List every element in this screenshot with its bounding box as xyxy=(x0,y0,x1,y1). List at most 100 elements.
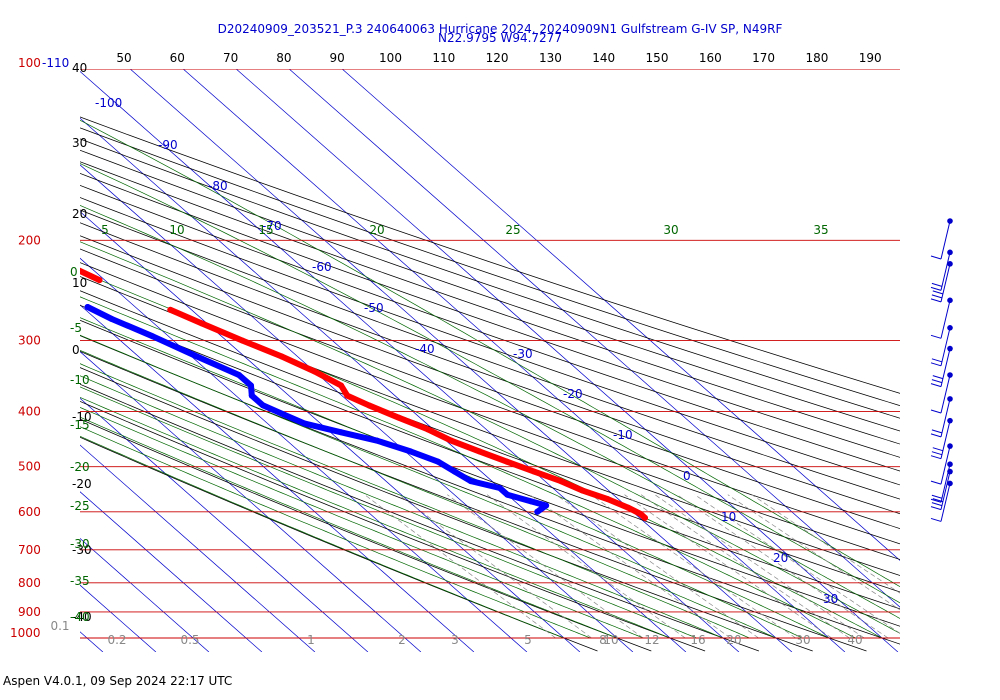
wind-barb-staff xyxy=(940,471,951,510)
mixing-ratio-line xyxy=(486,494,686,639)
wind-barb xyxy=(930,480,953,522)
dry-adiabat-line xyxy=(80,197,900,486)
dry-adiabat-line xyxy=(80,173,900,458)
moist-adiabat-line xyxy=(80,435,565,639)
moist-adiabat-line xyxy=(80,416,618,639)
dry-adiabat-top-label: 50 xyxy=(116,51,131,65)
temperature-profile-point xyxy=(604,496,611,503)
temperature-profile-point xyxy=(239,337,246,344)
mixing-ratio-label: 30 xyxy=(795,633,810,647)
moist-adiabat-line xyxy=(80,119,900,588)
isotherm-line xyxy=(80,444,316,652)
wind-barb-flag xyxy=(931,429,943,434)
pressure-label: 600 xyxy=(18,505,41,519)
temperature-profile-point xyxy=(338,382,345,389)
dry-adiabat-left-label: -20 xyxy=(72,477,92,491)
dry-adiabat-top-label: 100 xyxy=(379,51,402,65)
pressure-label: 100 xyxy=(18,56,41,70)
moist-adiabat-top-label: 15 xyxy=(258,223,273,237)
temperature-profile-point xyxy=(637,510,644,517)
mixing-ratio-label: 20 xyxy=(726,633,741,647)
wind-barb-flag xyxy=(932,290,943,295)
isotherm-label: -100 xyxy=(95,96,122,110)
dewpoint-profile xyxy=(84,304,550,515)
wind-barb-flag xyxy=(931,294,943,299)
moist-adiabat-top-label: 35 xyxy=(813,223,828,237)
isotherm-label: -40 xyxy=(415,342,435,356)
dewpoint-profile-point xyxy=(467,478,474,485)
dry-adiabat-left-label: 30 xyxy=(72,136,87,150)
temperature-profile-point xyxy=(365,402,372,409)
moist-adiabat-left-label: -15 xyxy=(70,418,90,432)
wind-barb-flag xyxy=(931,451,943,456)
wind-barb-flag xyxy=(932,375,943,380)
isotherm-label: -30 xyxy=(513,347,533,361)
moist-adiabat-line xyxy=(80,334,803,639)
wind-barb-flag xyxy=(930,383,942,388)
moist-adiabat-left-label: -20 xyxy=(70,460,90,474)
wind-barb-staff xyxy=(940,445,951,485)
temperature-profile-point xyxy=(45,255,51,261)
isotherm-line xyxy=(80,351,422,652)
dewpoint-profile-point xyxy=(543,502,550,509)
wind-barb-flag xyxy=(930,334,942,339)
wind-barb xyxy=(930,345,953,388)
software-version-footer: Aspen V4.0.1, 09 Sep 2024 22:17 UTC xyxy=(3,674,233,688)
pressure-label: 200 xyxy=(18,233,41,247)
wind-barb-staff xyxy=(940,263,951,302)
dry-adiabat-top-label: 130 xyxy=(539,51,562,65)
wind-barb-staff xyxy=(940,483,951,522)
mixing-ratio-label: 0.1 xyxy=(50,619,69,633)
temperature-profile-point xyxy=(476,448,483,455)
dry-adiabat-line xyxy=(80,350,867,652)
isotherm-line xyxy=(80,71,740,652)
wind-barb xyxy=(930,325,953,367)
dewpoint-profile-point xyxy=(338,429,345,436)
dry-adiabat-line xyxy=(80,149,900,432)
dry-adiabat-top-label: 150 xyxy=(646,51,669,65)
wind-barb-flag xyxy=(930,455,942,460)
isotherm-line xyxy=(80,584,157,652)
dry-adiabat-line xyxy=(80,138,900,419)
mixing-ratio-label: 3 xyxy=(451,633,459,647)
pressure-label: 700 xyxy=(18,543,41,557)
temperature-profile-point xyxy=(557,478,564,485)
mixing-ratio-line xyxy=(555,494,759,639)
dry-adiabat-left-label: 20 xyxy=(72,207,87,221)
dry-adiabat-top-label: 170 xyxy=(752,51,775,65)
temperature-profile-point xyxy=(504,458,511,465)
isotherm-line xyxy=(288,69,900,608)
isotherm-line xyxy=(80,491,263,652)
dewpoint-profile-point xyxy=(435,458,442,465)
dry-adiabat-top-label: 90 xyxy=(330,51,345,65)
wind-barb-station xyxy=(947,249,953,256)
dry-adiabat-line xyxy=(80,248,900,545)
isotherm-line xyxy=(80,537,210,652)
dry-adiabat-line xyxy=(80,185,900,472)
dewpoint-profile-point xyxy=(149,333,156,340)
pressure-label: 300 xyxy=(18,333,41,347)
wind-barb-station xyxy=(947,218,953,224)
moist-adiabat-left-label: -35 xyxy=(70,574,90,588)
wind-barb-flag xyxy=(930,480,942,485)
sounding-profiles xyxy=(45,255,648,521)
wind-barb-flag xyxy=(931,494,943,499)
wind-barb-flag xyxy=(930,362,942,367)
wind-barb-station xyxy=(947,396,953,402)
mixing-ratio-line xyxy=(447,494,644,639)
dry-adiabat-line xyxy=(80,290,900,593)
dry-adiabat-line xyxy=(80,418,652,652)
moist-adiabat-left-label: -40 xyxy=(70,610,90,624)
moist-adiabat-line xyxy=(80,241,900,634)
dewpoint-profile-point xyxy=(259,402,266,409)
wind-barb-flag xyxy=(931,379,943,384)
temperature-profile-point xyxy=(344,392,351,399)
wind-barb-staff xyxy=(940,374,951,414)
mixing-ratio-line xyxy=(676,494,889,639)
isotherm-line xyxy=(80,397,369,652)
dry-adiabat-line xyxy=(80,161,900,445)
wind-barb-flag xyxy=(931,358,943,363)
dry-adiabat-top-label: 190 xyxy=(859,51,882,65)
wind-barb-station xyxy=(947,297,953,304)
